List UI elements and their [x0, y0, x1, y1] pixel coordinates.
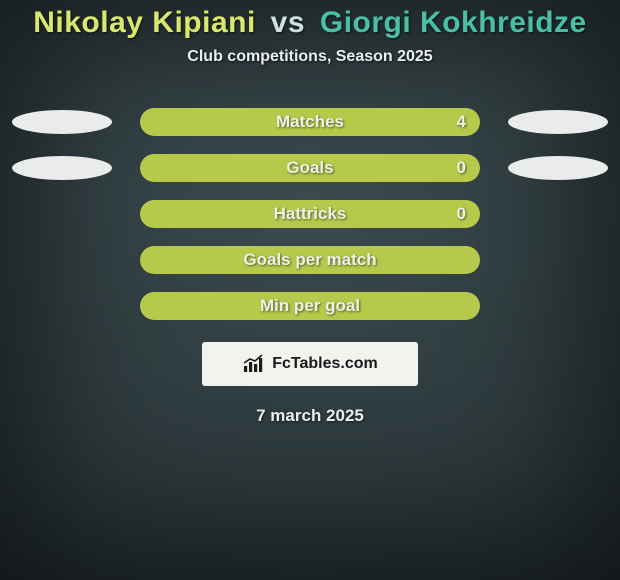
subtitle: Club competitions, Season 2025 — [0, 48, 620, 66]
title-player2: Giorgi Kokhreidze — [320, 6, 587, 39]
stat-label: Goals — [286, 158, 333, 178]
ellipse-right — [508, 110, 608, 134]
ellipse-left — [12, 156, 112, 180]
stat-bar: Goals per match — [140, 246, 480, 274]
stat-label: Goals per match — [243, 250, 376, 270]
logo-box: FcTables.com — [202, 342, 418, 386]
title-player1: Nikolay Kipiani — [33, 6, 256, 39]
stat-row: Goals 0 — [0, 154, 620, 182]
stat-bar: Goals 0 — [140, 154, 480, 182]
stat-label: Min per goal — [260, 296, 360, 316]
ellipse-right — [508, 156, 608, 180]
stat-bar: Hattricks 0 — [140, 200, 480, 228]
content: Nikolay Kipiani vs Giorgi Kokhreidze Clu… — [0, 0, 620, 580]
stat-label: Hattricks — [274, 204, 347, 224]
stat-row: Matches 4 — [0, 108, 620, 136]
stat-row: Goals per match — [0, 246, 620, 274]
footer-date: 7 march 2025 — [0, 406, 620, 426]
logo-text: FcTables.com — [272, 355, 378, 373]
stat-value: 0 — [457, 204, 466, 224]
title-vs: vs — [271, 6, 305, 39]
ellipse-left — [12, 110, 112, 134]
stat-row: Min per goal — [0, 292, 620, 320]
stat-value: 0 — [457, 158, 466, 178]
stat-label: Matches — [276, 112, 344, 132]
stat-bar: Matches 4 — [140, 108, 480, 136]
stat-row: Hattricks 0 — [0, 200, 620, 228]
stat-bar: Min per goal — [140, 292, 480, 320]
barchart-icon — [242, 354, 266, 374]
stat-rows: Matches 4 Goals 0 Hattricks 0 Goals per match M… — [0, 108, 620, 320]
page-title: Nikolay Kipiani vs Giorgi Kokhreidze — [0, 0, 620, 40]
stat-value: 4 — [457, 112, 466, 132]
